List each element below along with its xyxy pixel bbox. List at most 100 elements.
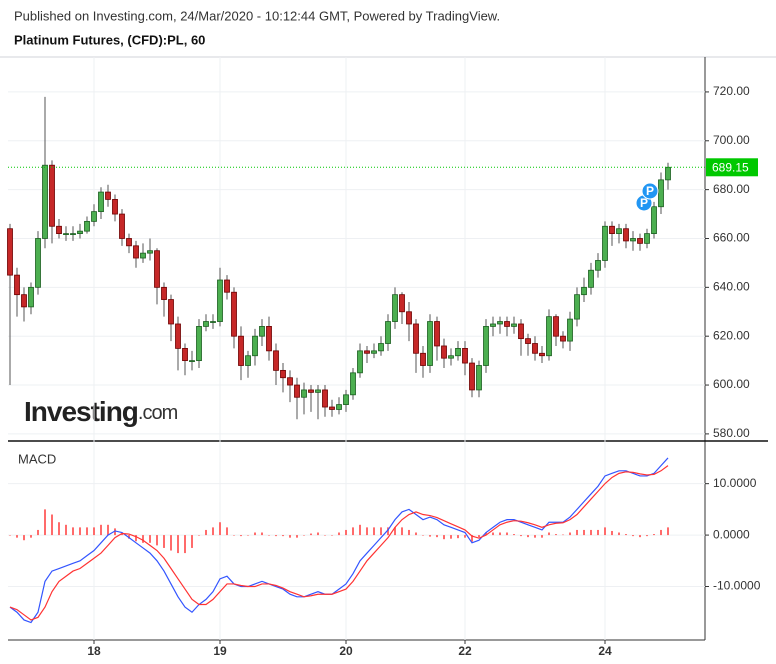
histogram-bar [597,529,599,536]
histogram-bar [450,535,452,539]
histogram-bar [576,529,578,536]
candle-body [609,225,615,235]
candle-body [294,384,300,398]
candle-body [287,377,293,386]
histogram-bar [653,534,655,536]
histogram-bar [310,533,312,536]
histogram-bar [86,527,88,536]
candle-body [441,345,447,359]
histogram-bar [562,534,564,536]
histogram-bar [254,532,256,536]
logo-suffix: .com [138,402,178,424]
histogram-bar [142,535,144,543]
histogram-bar [478,535,480,538]
candle-body [357,350,363,374]
histogram-bar [247,535,249,536]
histogram-bar [485,532,487,536]
candle-body [56,225,62,235]
candle-body [378,343,384,352]
histogram-bar [233,535,235,536]
histogram-bar [114,528,116,536]
histogram-bar [191,535,193,548]
histogram-bar [380,527,382,536]
histogram-bar [107,524,109,536]
candle-body [504,321,510,327]
candle-body [518,323,524,340]
histogram-bar [646,535,648,537]
candle-body [406,311,412,325]
histogram-bar [569,532,571,536]
histogram-bar [184,535,186,554]
histogram-bar [639,535,641,538]
histogram-bar [513,534,515,536]
histogram-bar [499,532,501,536]
histogram-bar [198,535,200,536]
candle-body [574,294,580,320]
candle-body [217,279,223,322]
candle-body [322,389,328,408]
candle-body [490,323,496,327]
candle-body [448,355,454,359]
histogram-bar [128,535,130,539]
candle-body [175,323,181,349]
candle-body [224,279,230,293]
candle-body [539,352,545,357]
last-price-label: 689.15 [712,160,749,174]
histogram-bar [506,532,508,536]
candle-body [567,318,573,342]
histogram-bar [240,535,242,537]
candle-body [273,350,279,371]
histogram-bar [457,535,459,539]
histogram-bar [30,535,32,538]
chart-title: Platinum Futures, (CFD):PL, 60 [14,32,205,47]
y-tick-label: 580.00 [713,426,750,440]
histogram-bar [317,532,319,536]
candle-body [84,220,90,232]
candle-body [616,228,622,235]
histogram-bar [9,535,11,536]
histogram-bar [534,535,536,538]
histogram-bar [555,534,557,536]
candle-body [511,323,517,327]
candle-body [623,228,629,242]
candle-body [385,321,391,344]
histogram-bar [527,535,529,538]
histogram-bar [100,524,102,536]
histogram-bar [464,535,466,538]
candle-body [77,230,83,235]
candle-body [343,394,349,405]
candle-body [196,326,202,362]
histogram-bar [667,527,669,536]
histogram-bar [226,527,228,536]
header: Published on Investing.com, 24/Mar/2020 … [14,8,500,23]
histogram-bar [289,535,291,538]
candle-body [98,191,104,213]
histogram-bar [338,532,340,536]
histogram-bar [331,535,333,536]
histogram-bar [359,524,361,536]
histogram-bar [443,535,445,540]
histogram-bar [303,535,305,536]
candle-body [252,335,258,357]
histogram-bar [121,534,123,536]
histogram-bar [401,527,403,536]
annotation-label: P [646,184,654,198]
histogram-bar [135,535,137,542]
candle-body [147,250,153,254]
x-tick-label: 22 [458,644,472,658]
histogram-bar [51,514,53,536]
candle-body [315,389,321,393]
macd-title: MACD [18,451,56,466]
candle-body [112,199,118,215]
candle-body [119,213,125,239]
histogram-bar [436,535,438,538]
candle-body [553,316,559,337]
histogram-bar [394,527,396,536]
candle-body [266,326,272,352]
candle-body [105,191,111,200]
candle-body [525,338,531,344]
histogram-bar [79,527,81,536]
candle-body [14,274,20,296]
histogram-bar [373,527,375,536]
